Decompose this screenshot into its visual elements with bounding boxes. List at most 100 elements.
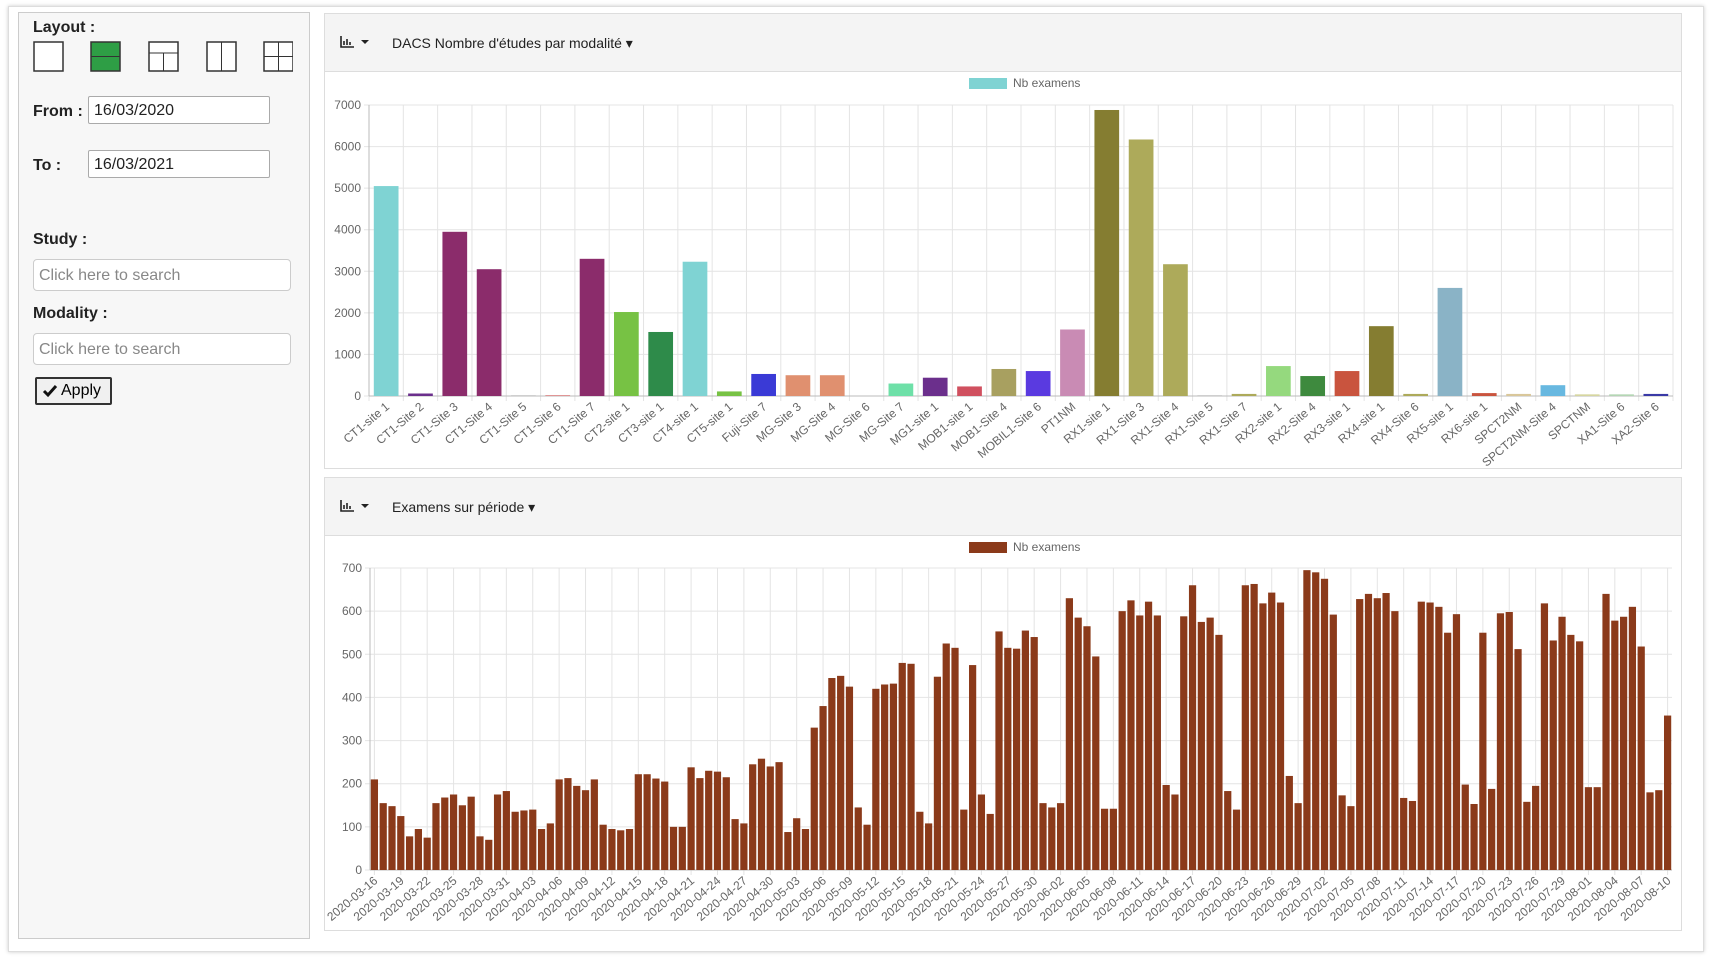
chart-type-menu[interactable] (339, 34, 373, 50)
bar (696, 778, 704, 870)
apply-text: Apply (61, 382, 102, 399)
bar (1266, 366, 1291, 396)
layout-options[interactable] (33, 39, 293, 75)
check-icon (42, 385, 58, 398)
bar (785, 375, 811, 396)
bar (1584, 787, 1593, 870)
bar (579, 258, 605, 396)
from-input[interactable]: 16/03/2020 (88, 96, 270, 124)
modality-search[interactable]: Click here to search (33, 333, 291, 365)
bar (1162, 785, 1170, 870)
bar (1364, 593, 1373, 870)
bar (1136, 615, 1144, 870)
bar (555, 779, 563, 870)
bar (1268, 592, 1276, 870)
bar (1224, 791, 1232, 870)
bar (1329, 614, 1337, 870)
bar (907, 663, 915, 870)
chart: Nb examens01000200030004000500060007000C… (334, 76, 1674, 469)
bar (1188, 585, 1197, 870)
bar (1048, 807, 1056, 870)
bar (1021, 630, 1030, 870)
bar (837, 675, 845, 870)
bar (722, 777, 730, 870)
bar (1382, 593, 1390, 870)
bar (819, 706, 827, 870)
legend-swatch (969, 78, 1007, 89)
bar (537, 829, 546, 870)
bar (828, 678, 836, 870)
apply-button[interactable]: Apply (35, 377, 112, 405)
bar (608, 829, 616, 870)
bar (599, 824, 607, 870)
bar (969, 665, 977, 870)
chart-title-text: Examens sur période (392, 499, 525, 515)
bar (617, 830, 625, 870)
bar (1637, 646, 1645, 870)
bar (713, 771, 722, 870)
bar (1039, 803, 1047, 870)
bar (379, 803, 387, 870)
bar (1163, 264, 1188, 396)
bar (1435, 606, 1443, 870)
bar (1083, 626, 1091, 870)
bar (661, 781, 669, 870)
window-frame (8, 6, 1704, 952)
bar (625, 829, 634, 870)
bar (1259, 603, 1267, 870)
bar (951, 647, 959, 870)
bar (1655, 790, 1663, 870)
bar (1609, 394, 1634, 396)
bar (1620, 616, 1628, 870)
study-label: Study : (33, 231, 88, 248)
bar (863, 824, 871, 870)
bar (493, 794, 502, 870)
bar (740, 823, 748, 870)
bar (476, 836, 484, 870)
y-tick-label: 2000 (334, 306, 361, 320)
bar (1540, 603, 1549, 870)
panel-header: DACS Nombre d'études par modalité ▾ (325, 14, 1681, 72)
bar (872, 688, 880, 870)
bar (1197, 621, 1205, 870)
bar (1153, 615, 1161, 870)
bar (687, 767, 695, 870)
bar (511, 811, 519, 870)
layout-label: Layout : (33, 19, 96, 36)
bar (1452, 614, 1461, 870)
bar (1356, 599, 1364, 870)
bar (370, 779, 379, 870)
chart-title[interactable]: DACS Nombre d'études par modalité ▾ (392, 35, 633, 51)
to-input[interactable]: 16/03/2021 (88, 150, 270, 178)
bar (1118, 611, 1126, 870)
y-tick-label: 6000 (334, 140, 361, 154)
bar (1030, 637, 1038, 870)
bar (590, 779, 598, 870)
bar (1215, 634, 1223, 870)
y-tick-label: 3000 (334, 264, 361, 278)
bar (1471, 393, 1497, 396)
bar (373, 186, 399, 396)
bar (1391, 611, 1399, 870)
y-tick-label: 500 (342, 647, 362, 661)
y-tick-label: 600 (342, 604, 362, 618)
bar (784, 832, 792, 870)
bar (1312, 572, 1320, 870)
bar (573, 785, 581, 870)
bar (845, 686, 854, 870)
bar (546, 823, 554, 870)
bar (1065, 598, 1073, 870)
bar (1643, 393, 1669, 396)
chart-title[interactable]: Examens sur période ▾ (392, 499, 536, 515)
bar (1109, 808, 1117, 870)
bar (1444, 632, 1452, 870)
bar (1558, 616, 1566, 870)
bar (977, 794, 986, 870)
bar (1276, 602, 1285, 870)
bar (1347, 806, 1355, 870)
y-tick-label: 100 (342, 820, 362, 834)
bar (854, 807, 862, 870)
chart-type-menu[interactable] (339, 498, 373, 514)
study-search[interactable]: Click here to search (33, 259, 291, 291)
bar (766, 766, 774, 870)
